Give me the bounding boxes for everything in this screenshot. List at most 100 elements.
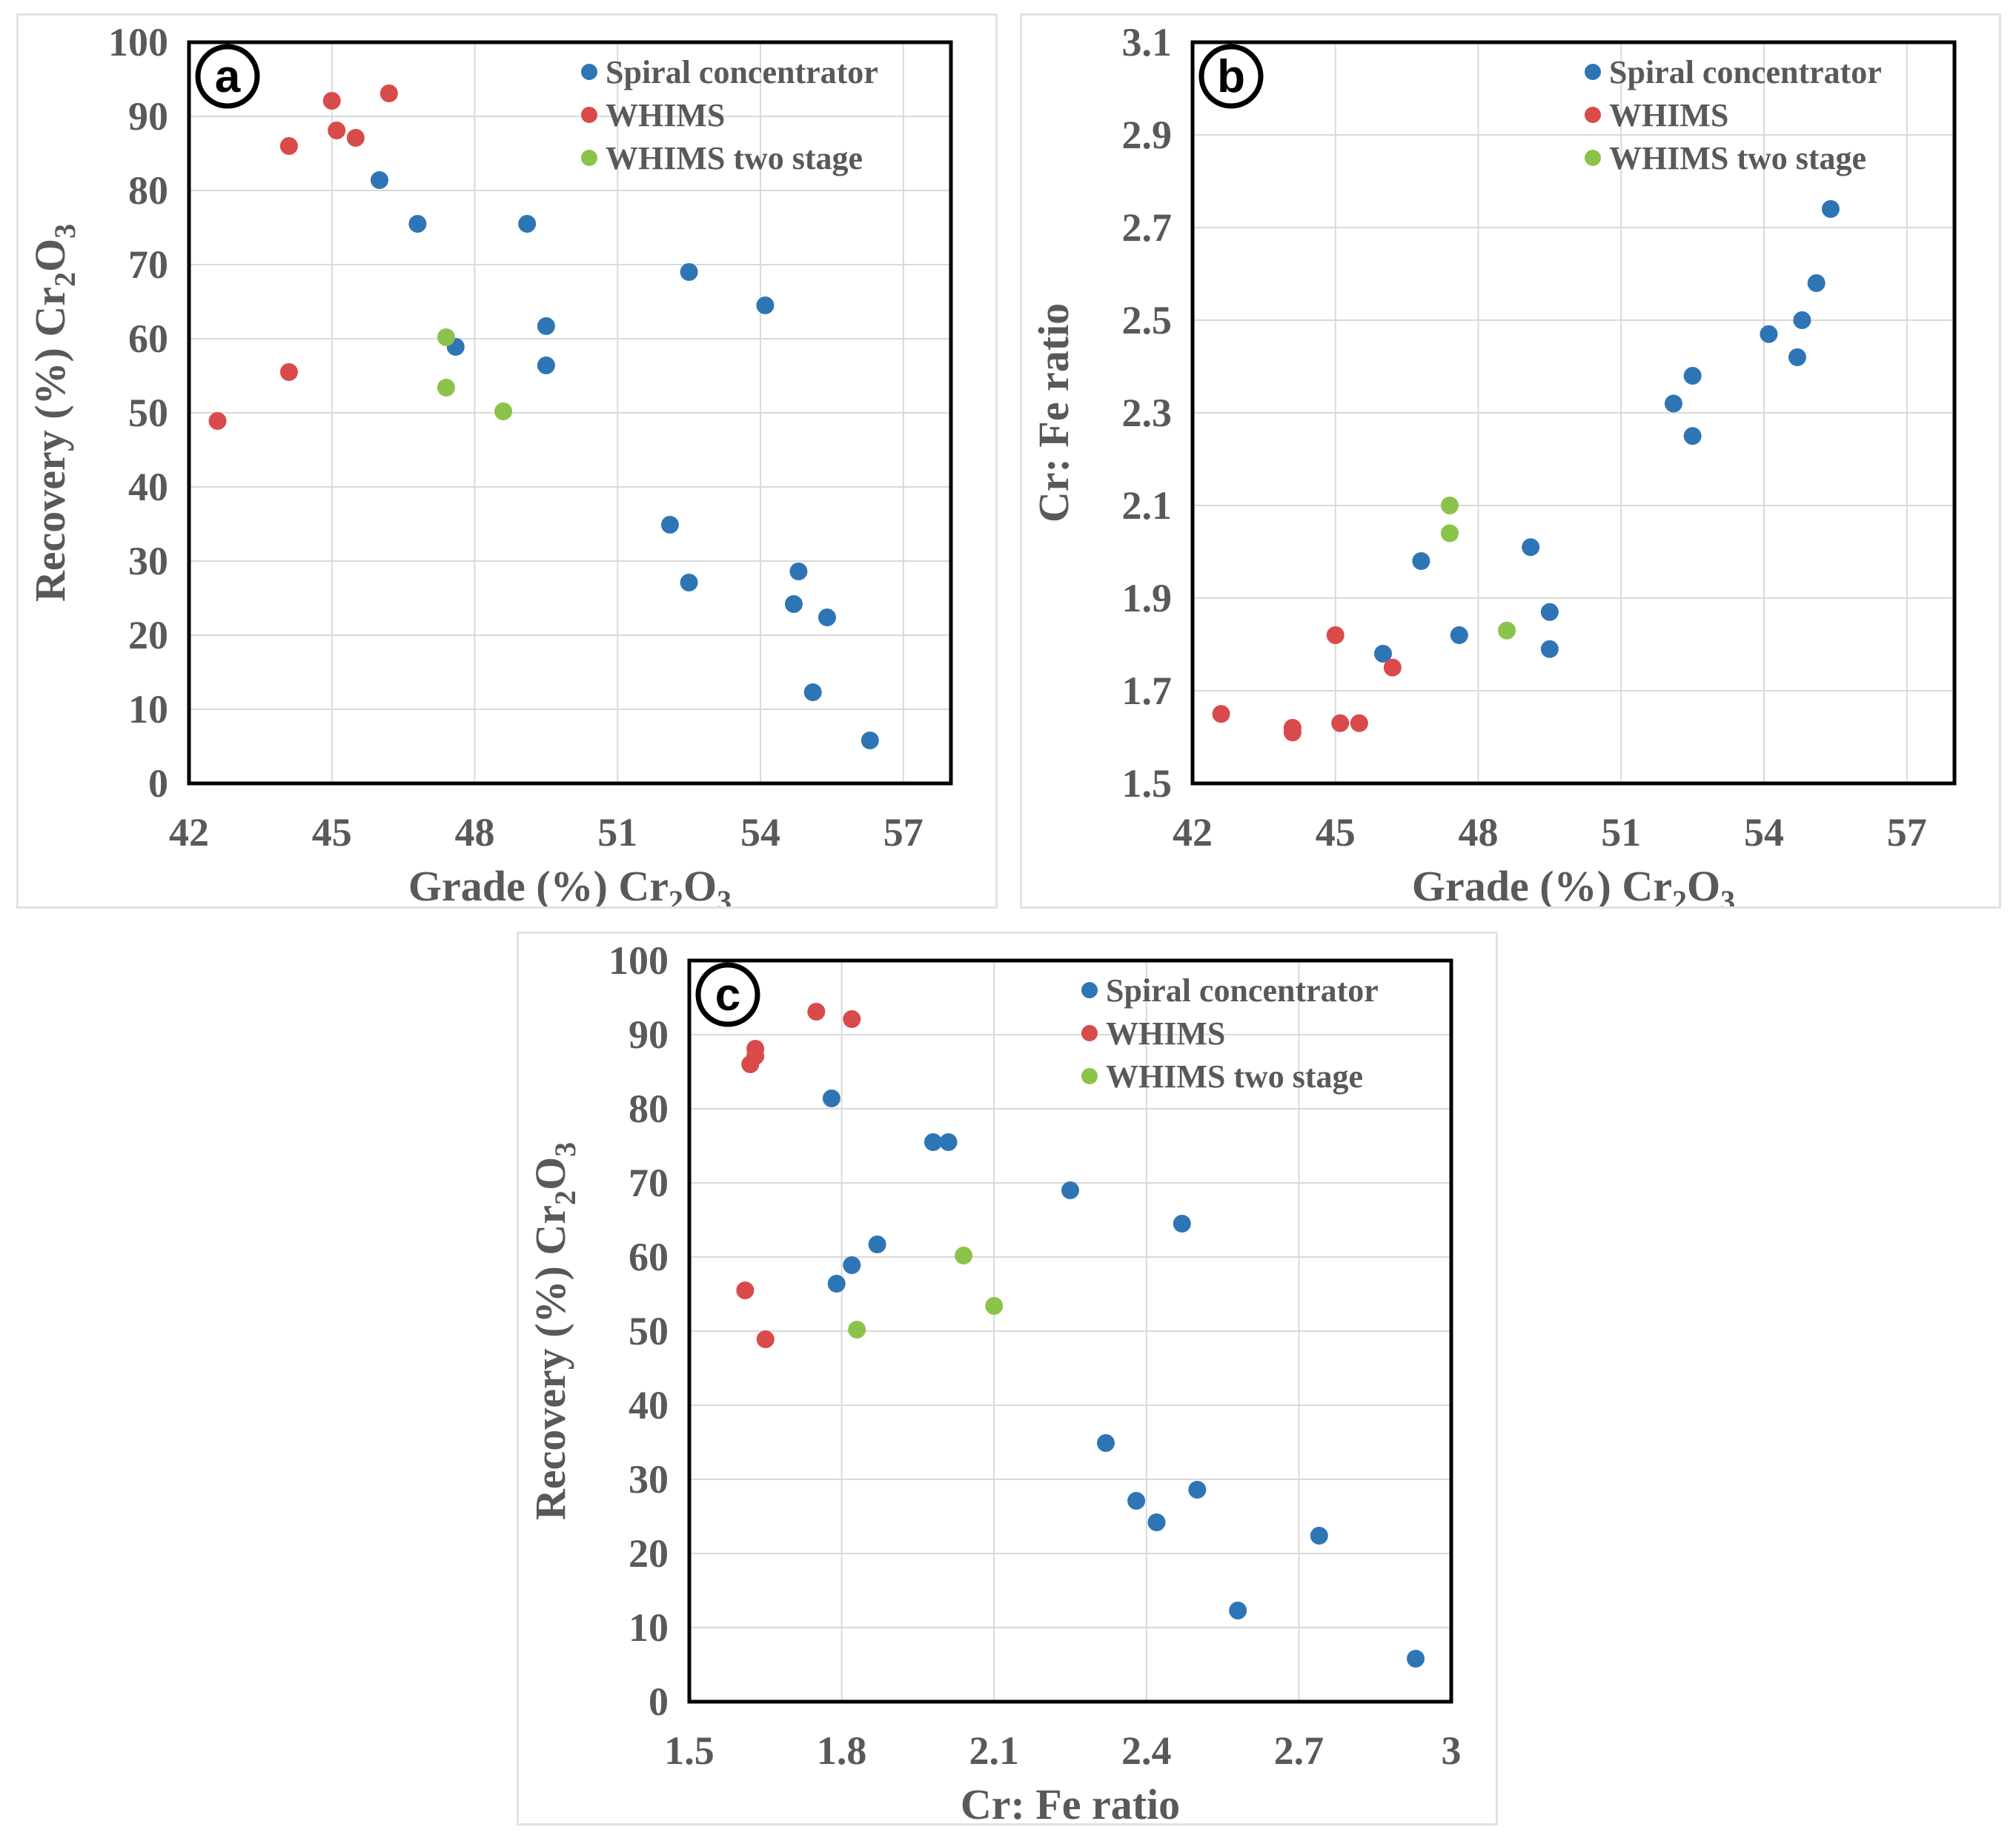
data-point: [1310, 1527, 1328, 1545]
x-tick-label: 3: [1442, 1728, 1462, 1773]
legend-label: Spiral concentrator: [1106, 972, 1379, 1009]
panel-label: c: [695, 962, 760, 1027]
data-point: [1096, 1434, 1115, 1452]
data-point: [1173, 1215, 1191, 1233]
data-point: [1760, 325, 1778, 343]
data-point: [1147, 1513, 1166, 1531]
data-point: [818, 608, 836, 626]
data-point: [803, 683, 822, 701]
x-tick-label: 2.1: [969, 1728, 1019, 1773]
chart-panel-a: 0 10 20 30 40 50 60 70 80 90 100 42 45 48 51 54 57 Grade …: [16, 13, 998, 909]
y-tick-label: 0: [649, 1679, 669, 1724]
data-point: [1061, 1181, 1079, 1199]
data-point: [322, 92, 341, 110]
data-point: [346, 129, 365, 147]
series-whims_two_stage: [1440, 497, 1516, 640]
y-tick-label: 50: [629, 1309, 669, 1353]
y-tick-label: 0: [148, 761, 168, 806]
data-point: [1540, 640, 1559, 658]
data-point: [1440, 497, 1459, 514]
chart-panel-c: 0 10 20 30 40 50 60 70 80 90 100 1.5 1.8 2.1 2.4 2.7 3 Cr…: [517, 932, 1498, 1825]
data-point: [208, 412, 227, 430]
data-point: [1793, 311, 1811, 329]
legend-marker: [581, 64, 597, 80]
data-point: [437, 379, 455, 397]
y-tick-label: 10: [629, 1605, 669, 1650]
data-point: [822, 1090, 840, 1107]
data-point: [756, 296, 775, 314]
x-tick-label: 1.8: [817, 1728, 867, 1773]
legend-marker: [1585, 150, 1601, 166]
x-tick-label: 1.5: [664, 1728, 714, 1773]
y-tick-label: 2.1: [1122, 483, 1173, 528]
data-point: [868, 1236, 886, 1253]
y-axis-title: Recovery (%) Cr2O3: [526, 1142, 582, 1520]
y-tick-label: 100: [108, 20, 168, 64]
series-whims_two_stage: [848, 1247, 1004, 1339]
y-tick-label: 10: [128, 687, 168, 732]
data-point: [924, 1133, 942, 1151]
data-point: [1212, 705, 1230, 723]
y-tick-label: 1.7: [1122, 669, 1173, 713]
y-tick-label: 2.9: [1122, 113, 1173, 157]
x-tick-label: 2.7: [1274, 1728, 1324, 1773]
x-axis-title: Cr: Fe ratio: [961, 1780, 1180, 1823]
x-tick-label: 54: [740, 810, 780, 855]
data-point: [518, 215, 537, 233]
data-point: [1450, 626, 1468, 644]
data-point: [1283, 723, 1302, 742]
data-point: [784, 595, 803, 613]
y-tick-label: 40: [128, 465, 168, 509]
chart-c-svg: 0 10 20 30 40 50 60 70 80 90 100 1.5 1.8 2.1 2.4 2.7 3 Cr…: [526, 938, 1462, 1823]
data-point: [1540, 603, 1559, 621]
data-point: [939, 1133, 958, 1151]
panel-label-circle: [1198, 44, 1264, 109]
legend-label: WHIMS two stage: [1609, 140, 1866, 176]
data-point: [379, 84, 398, 102]
y-tick-label: 2.7: [1122, 205, 1173, 250]
x-tick-label: 45: [1316, 810, 1356, 855]
data-point: [408, 215, 427, 233]
y-tick-label: 80: [629, 1087, 669, 1131]
series-spiral: [822, 1090, 1425, 1668]
chart-b-svg: 1.5 1.7 1.9 2.1 2.3 2.5 2.7 2.9 3.1 42 45 48 51 54 57 G…: [1029, 20, 1957, 906]
legend-marker: [1081, 1025, 1098, 1041]
data-point: [741, 1055, 760, 1073]
data-point: [328, 122, 346, 139]
data-point: [1440, 524, 1459, 543]
y-tick-label: 2.3: [1122, 391, 1173, 435]
y-tick-label: 2.5: [1122, 298, 1173, 342]
legend-marker: [1081, 1068, 1098, 1084]
y-tick-label: 30: [128, 539, 168, 583]
legend: Spiral concentrator WHIMS WHIMS two stage: [1081, 972, 1379, 1095]
data-point: [1407, 1650, 1425, 1668]
data-point: [1331, 714, 1350, 732]
series-whims_two_stage: [437, 328, 513, 420]
x-tick-label: 2.4: [1121, 1728, 1172, 1773]
data-point: [1683, 427, 1702, 445]
data-point: [861, 732, 879, 749]
data-point: [1229, 1602, 1247, 1619]
series-spiral: [1374, 200, 1840, 663]
series-whims: [208, 84, 398, 430]
y-tick-label: 80: [128, 168, 168, 213]
panel-label-text: a: [215, 51, 241, 102]
data-point: [371, 171, 388, 189]
data-point: [1326, 626, 1344, 644]
data-point: [1374, 645, 1392, 663]
data-point: [1664, 394, 1682, 413]
data-point: [807, 1003, 826, 1021]
data-point: [843, 1256, 861, 1274]
data-point: [1127, 1492, 1146, 1510]
x-tick-label: 51: [597, 810, 637, 855]
data-point: [660, 516, 679, 534]
data-point: [1788, 348, 1806, 366]
x-tick-label: 51: [1601, 810, 1641, 855]
data-point: [736, 1281, 755, 1299]
y-tick-label: 30: [629, 1457, 669, 1502]
y-tick-label: 20: [128, 613, 168, 657]
legend: Spiral concentrator WHIMS WHIMS two stage: [581, 54, 878, 176]
data-point: [985, 1297, 1004, 1315]
data-point: [680, 574, 698, 591]
y-tick-label: 1.9: [1122, 576, 1173, 620]
